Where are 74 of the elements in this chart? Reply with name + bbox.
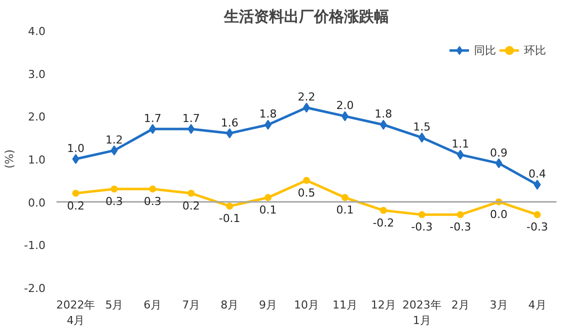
y-tick-label: -2.0: [24, 282, 46, 295]
point: [495, 158, 502, 168]
data-label: 1.6: [220, 116, 238, 130]
point: [456, 150, 464, 160]
data-label: -0.1: [218, 212, 240, 226]
point: [303, 176, 310, 184]
data-label: 0.9: [490, 146, 508, 160]
data-label: 0.0: [490, 208, 508, 221]
point: [72, 190, 80, 197]
data-label: -0.3: [526, 220, 548, 234]
y-tick-label: 0.0: [28, 196, 46, 210]
y-tick-label: 2.0: [28, 110, 46, 124]
chart-title: 生活资料出厂价格涨跌幅: [223, 8, 389, 26]
data-label: 1.7: [182, 112, 200, 126]
x-tick-label: 6月: [144, 298, 162, 312]
point: [380, 120, 387, 130]
data-label: 0.1: [259, 204, 277, 217]
x-tick-label: 11月: [332, 298, 358, 312]
x-tick-label: 4月: [528, 298, 546, 312]
data-label: 1.1: [452, 138, 470, 151]
point: [264, 194, 272, 202]
data-label: 2.2: [298, 90, 316, 104]
data-label: 0.2: [66, 199, 84, 212]
data-label: 1.8: [259, 108, 277, 121]
point: [534, 211, 541, 218]
x-tick-label: 3月: [490, 298, 508, 312]
point: [341, 194, 348, 202]
data-label: 1.0: [66, 142, 84, 155]
data-label: 2.0: [336, 99, 354, 112]
x-tick-label: 7月: [182, 298, 200, 312]
y-tick-label: 1.0: [28, 154, 46, 166]
y-axis-title: (%): [3, 149, 16, 169]
data-label: 0.3: [105, 194, 123, 208]
y-tick-label: 3.0: [28, 68, 46, 81]
point: [456, 211, 464, 218]
point: [110, 145, 118, 156]
legend-label: 环比: [524, 42, 546, 58]
x-tick-label: 2022年 4月: [56, 298, 96, 328]
point: [149, 124, 156, 134]
point: [380, 206, 387, 214]
point: [418, 132, 426, 143]
y-tick-label: -1.0: [24, 239, 46, 252]
data-label: 0.3: [144, 194, 162, 208]
data-label: 1.7: [144, 112, 162, 126]
point: [226, 128, 234, 138]
x-tick-label: 2023年 1月: [402, 298, 442, 328]
x-tick-label: 12月: [370, 298, 396, 312]
data-label: -0.2: [372, 216, 394, 230]
data-label: -0.3: [411, 220, 433, 234]
point: [226, 202, 234, 210]
data-label: 1.8: [374, 108, 392, 121]
data-label: 0.4: [528, 168, 546, 181]
x-tick-label: 2月: [451, 298, 470, 312]
point: [264, 120, 272, 130]
data-label: 0.1: [336, 204, 354, 217]
data-label: 1.2: [105, 133, 123, 146]
data-label: 0.2: [182, 199, 200, 212]
point: [188, 124, 195, 134]
point: [188, 190, 195, 197]
data-label: 1.5: [413, 120, 431, 134]
point: [534, 180, 541, 190]
x-tick-label: 8月: [220, 298, 239, 312]
data-label: 0.5: [298, 186, 316, 200]
x-tick-label: 10月: [294, 298, 319, 312]
point: [341, 111, 348, 122]
point: [149, 185, 156, 192]
data-label: -0.3: [450, 220, 472, 234]
point: [418, 211, 426, 218]
point: [110, 185, 118, 192]
point: [72, 154, 80, 164]
x-tick-label: 9月: [259, 298, 278, 312]
legend-label: 同比: [474, 42, 496, 58]
y-tick-label: 4.0: [28, 25, 46, 38]
x-tick-label: 5月: [105, 298, 124, 312]
